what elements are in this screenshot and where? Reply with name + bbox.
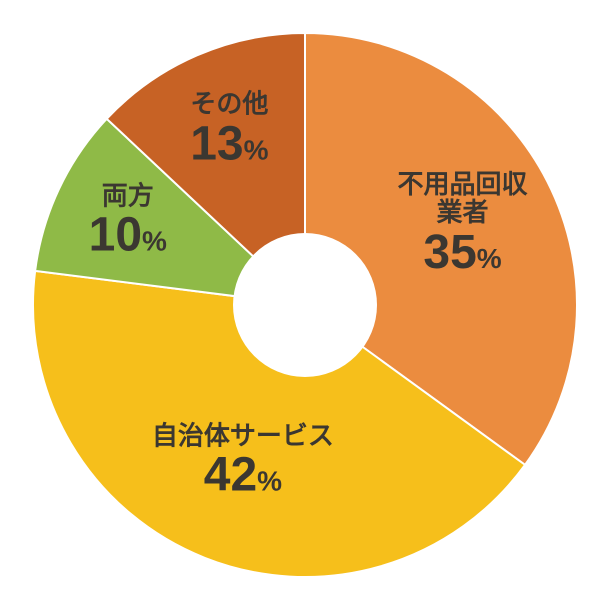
pie-svg — [0, 0, 610, 610]
pie-chart: 不用品回収業者35%自治体サービス42%両方10%その他13% — [0, 0, 610, 610]
pie-center-hole — [233, 233, 377, 377]
